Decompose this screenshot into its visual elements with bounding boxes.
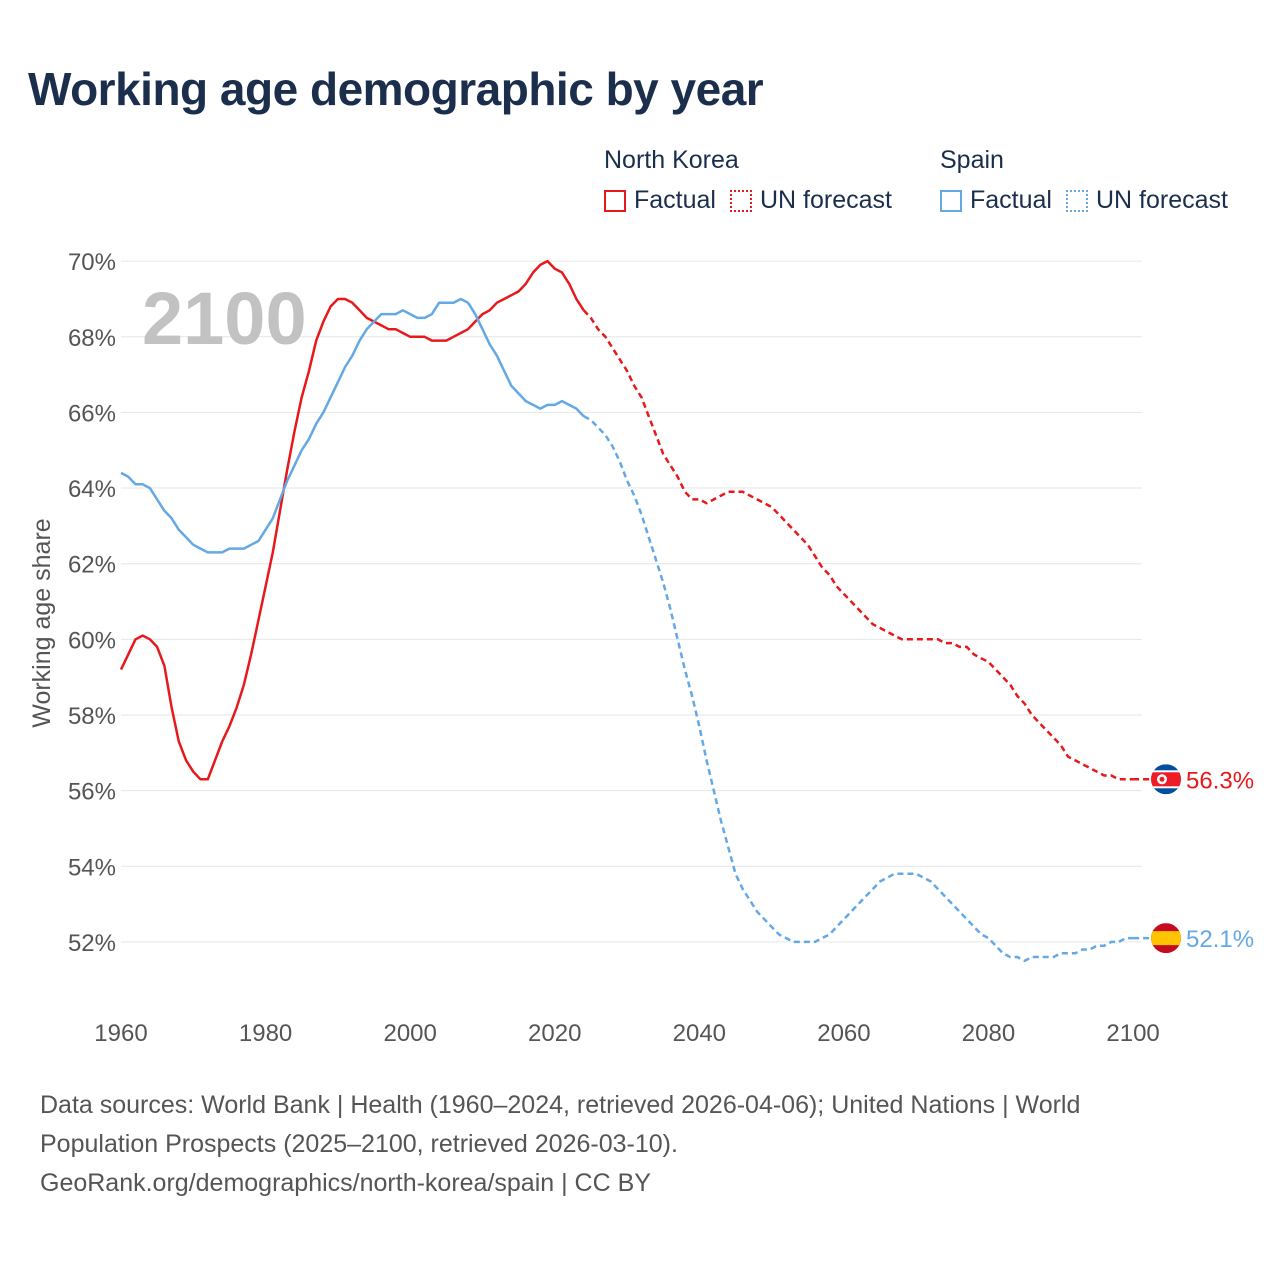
y-tick-label: 70% (68, 249, 116, 276)
y-tick-label: 52% (68, 930, 116, 957)
legend-swatch-north-korea-factual (604, 189, 626, 212)
legend-swatch-north-korea-forecast (729, 189, 752, 212)
legend-label-spain-factual: Factual (970, 186, 1052, 214)
chart-title: Working age demographic by year (28, 63, 764, 115)
series-line-spain-forecast[interactable] (583, 415, 1134, 963)
y-axis-label: Working age share (28, 518, 56, 727)
y-tick-label: 56% (68, 779, 116, 806)
x-tick-label: 2040 (673, 1020, 726, 1047)
legend-group-spain: Spain Factual UN forecast (940, 144, 1242, 215)
x-tick-label: 1980 (239, 1020, 292, 1047)
x-tick-label: 2020 (528, 1020, 581, 1047)
sources-text: Data sources: World Bank | Health (1960–… (40, 1091, 1081, 1158)
legend-heading-north-korea: North Korea (604, 146, 739, 174)
series-line-spain-factual[interactable] (120, 297, 585, 554)
legend-item-north-korea-factual[interactable]: Factual (604, 186, 716, 215)
y-tick-label: 66% (68, 400, 116, 427)
series-line-north-korea-forecast[interactable] (582, 309, 1134, 781)
y-tick-label: 60% (68, 627, 116, 654)
x-tick-label: 1960 (94, 1020, 147, 1047)
legend-label-north-korea-factual: Factual (634, 186, 716, 214)
legend-item-spain-factual[interactable]: Factual (940, 186, 1052, 215)
year-watermark: 2100 (142, 277, 307, 360)
y-tick-label: 54% (68, 854, 116, 881)
y-axis-ticks: 52% 54% 56% 58% 60% 62% 64% 66% 68% 70% (68, 249, 116, 957)
y-tick-label: 64% (68, 476, 116, 503)
line-chart: 2100 52% 54% 56% 58% 60% 62% 64% 66% 68% 70% 1960… (28, 249, 1254, 1047)
series-line-north-korea-factual[interactable] (119, 259, 585, 781)
series-lines (119, 259, 1134, 963)
x-tick-label: 2000 (383, 1020, 436, 1047)
y-tick-label: 62% (68, 552, 116, 579)
x-tick-label: 2100 (1106, 1020, 1159, 1047)
y-tick-label: 58% (68, 703, 116, 730)
gridlines (121, 260, 1142, 943)
legend-group-north-korea: North Korea Factual UN forecast (604, 144, 906, 215)
spain-flag-icon (1151, 923, 1181, 954)
data-sources: Data sources: World Bank | Health (1960–… (40, 1086, 1160, 1203)
series-end-label-spain: 52.1% (1186, 926, 1254, 953)
series-end-markers: 56.3% 52.1% (1133, 764, 1254, 954)
north-korea-flag-icon (1151, 764, 1181, 795)
legend-label-north-korea-forecast: UN forecast (759, 186, 892, 214)
legend-item-north-korea-forecast[interactable]: UN forecast (729, 186, 892, 215)
x-axis-ticks: 1960 1980 2000 2020 2040 2060 2080 2100 (94, 1020, 1159, 1047)
series-end-label-north-korea: 56.3% (1186, 767, 1254, 794)
x-tick-label: 2060 (817, 1020, 870, 1047)
legend-swatch-spain-factual (940, 189, 962, 212)
x-tick-label: 2080 (962, 1020, 1015, 1047)
legend-swatch-spain-forecast (1065, 189, 1088, 212)
legend-heading-spain: Spain (940, 146, 1004, 174)
y-tick-label: 68% (68, 325, 116, 352)
legend-item-spain-forecast[interactable]: UN forecast (1065, 186, 1228, 215)
sources-link[interactable]: GeoRank.org/demographics/north-korea/spa… (40, 1169, 651, 1197)
legend-label-spain-forecast: UN forecast (1095, 186, 1228, 214)
